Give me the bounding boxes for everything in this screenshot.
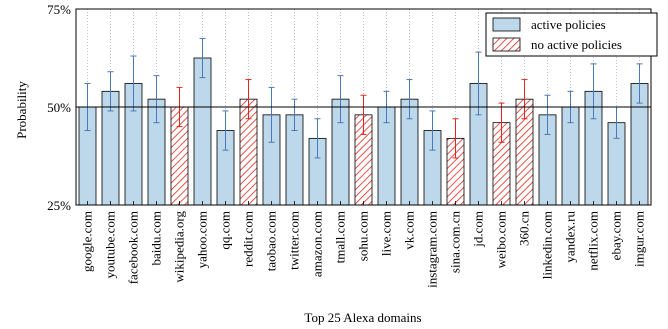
y-tick-label: 25% — [47, 198, 71, 213]
x-axis-categories: google.com youtube.com facebook.com baidu.c… — [80, 201, 647, 288]
y-tick-label: 50% — [47, 100, 71, 115]
x-tick-label: ebay.com — [609, 211, 624, 260]
legend: active policies no active policies — [486, 13, 657, 56]
x-tick-label: twitter.com — [287, 211, 302, 270]
x-tick-label: jd.com — [471, 211, 486, 248]
x-tick-label: netflix.com — [586, 211, 601, 271]
legend-label-active: active policies — [531, 17, 606, 32]
x-axis-title: Top 25 Alexa domains — [304, 310, 421, 325]
x-tick-label: wikipedia.org — [172, 211, 187, 283]
y-axis-title: Probability — [14, 81, 29, 139]
x-tick-label: facebook.com — [126, 211, 141, 284]
x-tick-label: weibo.com — [494, 211, 509, 268]
x-tick-label: yahoo.com — [195, 211, 210, 268]
x-tick-label: qq.com — [218, 211, 233, 250]
legend-label-inactive: no active policies — [531, 37, 622, 52]
legend-swatch-active — [493, 18, 520, 31]
legend-swatch-inactive — [493, 38, 520, 51]
x-tick-label: google.com — [80, 211, 95, 272]
x-tick-label: 360.cn — [517, 211, 532, 247]
x-tick-label: yandex.ru — [563, 211, 578, 263]
x-tick-label: linkedin.com — [540, 211, 555, 279]
x-tick-label: baidu.com — [149, 211, 164, 266]
x-tick-label: instagram.com — [425, 211, 440, 288]
x-tick-label: amazon.com — [310, 211, 325, 277]
x-tick-label: imgur.com — [632, 211, 647, 267]
x-tick-label: sina.com.cn — [448, 211, 463, 274]
x-tick-label: sohu.com — [356, 211, 371, 261]
x-tick-label: reddit.com — [241, 211, 256, 267]
bar-active-policies — [194, 58, 211, 205]
y-tick-label: 75% — [47, 2, 71, 17]
x-tick-label: live.com — [379, 211, 394, 256]
x-tick-label: tmall.com — [333, 211, 348, 263]
x-tick-label: taobao.com — [264, 211, 279, 271]
x-tick-label: vk.com — [402, 211, 417, 250]
x-tick-label: youtube.com — [103, 211, 118, 279]
